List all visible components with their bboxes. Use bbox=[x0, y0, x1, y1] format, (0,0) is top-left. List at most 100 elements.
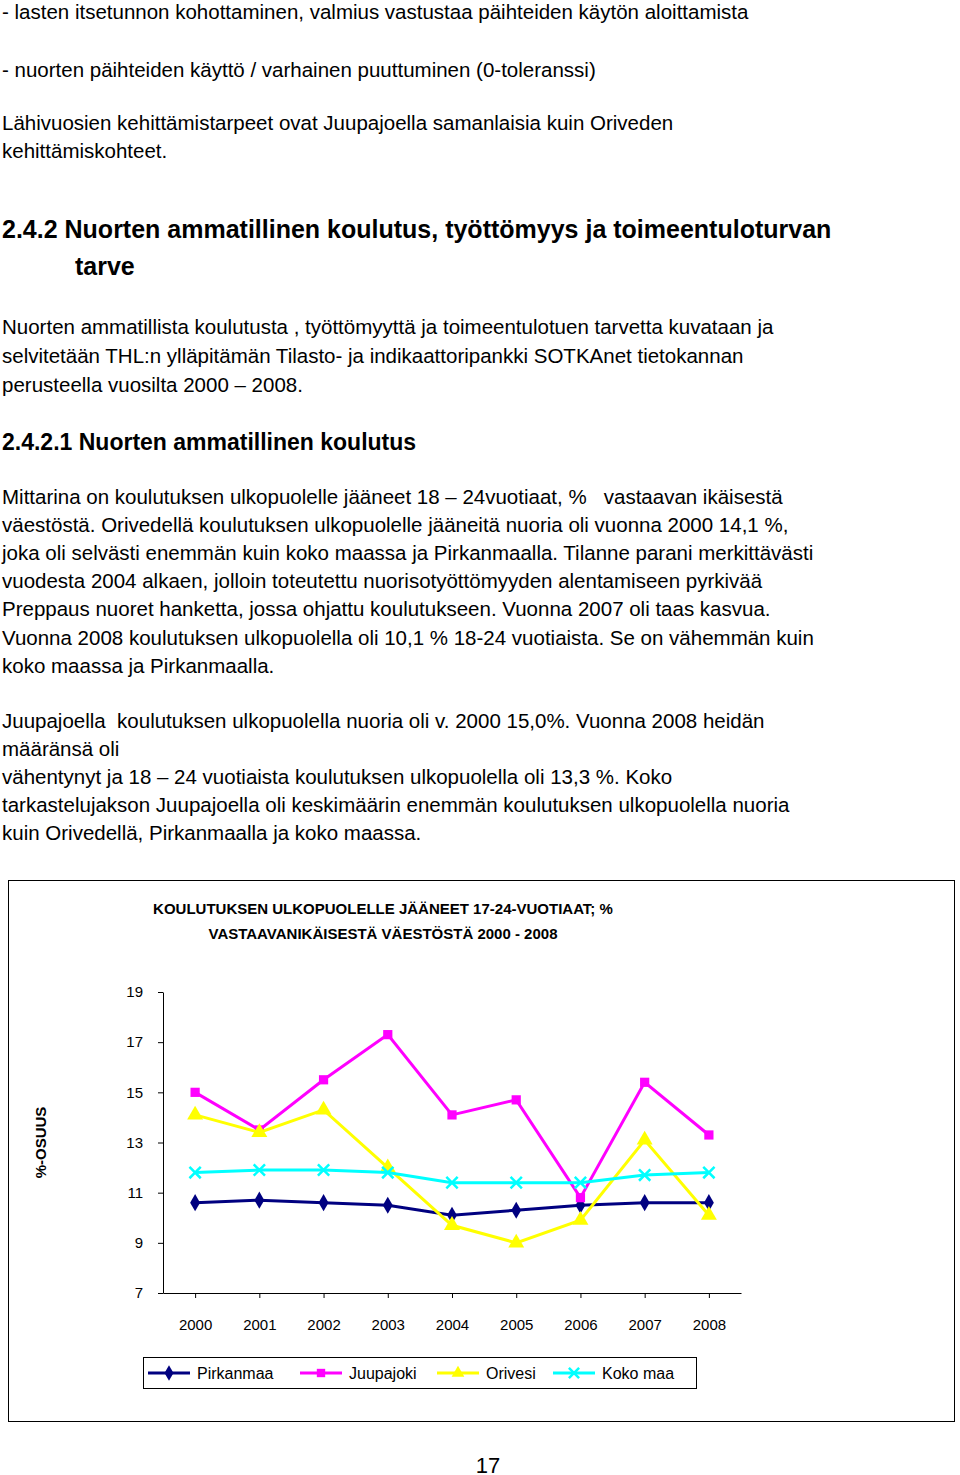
paragraph-line: selvitetään THL:n ylläpitämän Tilasto- j… bbox=[2, 344, 743, 367]
x-tick-label: 2007 bbox=[628, 1316, 661, 1333]
legend-marker bbox=[165, 1365, 174, 1381]
point-marker bbox=[511, 1202, 521, 1219]
x-tick: 2002 bbox=[307, 1293, 340, 1333]
y-tick-mark bbox=[158, 1243, 163, 1244]
page-number: 17 bbox=[476, 1453, 500, 1475]
x-tick: 2000 bbox=[179, 1293, 212, 1333]
point-marker bbox=[190, 1194, 200, 1211]
chart-frame bbox=[9, 881, 955, 1422]
series-line bbox=[195, 1110, 709, 1243]
point-marker bbox=[251, 1123, 267, 1137]
x-tick: 2005 bbox=[500, 1293, 533, 1333]
paragraph-line: Nuorten ammatillista koulutusta , työttö… bbox=[2, 315, 774, 338]
paragraph-line: tarkastelujakson Juupajoella oli keskimä… bbox=[2, 793, 790, 816]
series-line bbox=[195, 1170, 709, 1183]
heading: tarve bbox=[75, 252, 135, 280]
point-marker bbox=[639, 1169, 650, 1180]
legend-label: Pirkanmaa bbox=[197, 1365, 274, 1382]
paragraph-line: kehittämiskohteet. bbox=[2, 139, 167, 162]
point-marker bbox=[446, 1177, 457, 1188]
legend-label: Orivesi bbox=[486, 1365, 536, 1382]
y-tick: 13 bbox=[126, 1134, 163, 1151]
point-marker bbox=[318, 1164, 329, 1175]
y-axis-line bbox=[163, 993, 164, 1294]
y-tick-mark bbox=[158, 992, 163, 993]
y-tick-label: 17 bbox=[126, 1033, 143, 1050]
point-marker bbox=[575, 1177, 586, 1188]
document: - lasten itsetunnon kohottaminen, valmiu… bbox=[1, 0, 831, 1475]
y-tick-mark bbox=[158, 1293, 163, 1294]
point-marker bbox=[444, 1216, 460, 1230]
subheading: 2.4.2.1 Nuorten ammatillinen koulutus bbox=[2, 429, 416, 455]
series-line bbox=[195, 1035, 709, 1198]
x-tick-mark bbox=[324, 1293, 325, 1298]
point-marker bbox=[447, 1110, 456, 1119]
x-tick: 2003 bbox=[372, 1293, 405, 1333]
x-tick-label: 2001 bbox=[243, 1316, 276, 1333]
x-axis: 2000 2001 2002 2003 2004 2005 2006 2007 2008 bbox=[164, 1293, 742, 1333]
point-marker bbox=[703, 1167, 714, 1178]
y-tick: 15 bbox=[126, 1084, 163, 1101]
x-tick-mark bbox=[388, 1293, 389, 1298]
point-marker bbox=[383, 1197, 393, 1214]
x-tick: 2007 bbox=[628, 1293, 661, 1333]
point-marker bbox=[319, 1075, 328, 1084]
x-tick: 2008 bbox=[693, 1293, 726, 1333]
y-tick-label: 11 bbox=[127, 1184, 143, 1201]
point-marker bbox=[701, 1206, 717, 1220]
paragraph-line: vähentynyt ja 18 – 24 vuotiaista koulutu… bbox=[2, 765, 672, 788]
point-marker bbox=[637, 1131, 653, 1145]
point-marker bbox=[319, 1194, 329, 1211]
y-tick-label: 19 bbox=[126, 983, 143, 1000]
legend-marker bbox=[569, 1368, 579, 1378]
y-tick-mark bbox=[158, 1042, 163, 1043]
x-tick-label: 2003 bbox=[372, 1316, 405, 1333]
point-marker bbox=[254, 1164, 265, 1175]
y-tick-label: 13 bbox=[126, 1134, 143, 1151]
axis-title: %-OSUUS bbox=[32, 1107, 49, 1179]
heading: 2.4.2 Nuorten ammatillinen koulutus, työ… bbox=[2, 215, 831, 243]
point-marker bbox=[380, 1158, 396, 1172]
point-marker bbox=[704, 1130, 713, 1139]
page: - lasten itsetunnon kohottaminen, valmiu… bbox=[0, 0, 960, 1475]
y-tick: 9 bbox=[135, 1234, 163, 1251]
paragraph-line: väestöstä. Orivedellä koulutuksen ulkopu… bbox=[2, 513, 788, 536]
paragraph-line: Lähivuosien kehittämistarpeet ovat Juupa… bbox=[2, 111, 673, 134]
x-tick-mark bbox=[709, 1293, 710, 1298]
point-marker bbox=[576, 1193, 585, 1202]
paragraph-line: joka oli selvästi enemmän kuin koko maas… bbox=[1, 541, 813, 564]
x-tick-label: 2004 bbox=[436, 1316, 469, 1333]
x-tick-mark bbox=[452, 1293, 453, 1298]
x-tick-mark bbox=[195, 1293, 196, 1298]
legend-label: Koko maa bbox=[602, 1365, 674, 1382]
y-axis: 7 9 11 13 15 17 19 bbox=[126, 983, 163, 1301]
plot-area bbox=[187, 1030, 717, 1247]
paragraph-line: Preppaus nuoret hanketta, jossa ohjattu … bbox=[2, 597, 771, 620]
x-tick-label: 2006 bbox=[564, 1316, 597, 1333]
x-tick-label: 2005 bbox=[500, 1316, 533, 1333]
paragraph-line: määränsä oli bbox=[2, 737, 119, 760]
x-tick-mark bbox=[645, 1293, 646, 1298]
point-marker bbox=[512, 1095, 521, 1104]
y-tick: 11 bbox=[127, 1184, 163, 1201]
chart: KOULUTUKSEN ULKOPUOLELLE JÄÄNEET 17-24-V… bbox=[9, 881, 955, 1422]
point-marker bbox=[508, 1234, 524, 1248]
legend-label: Juupajoki bbox=[349, 1365, 417, 1382]
y-tick-label: 7 bbox=[135, 1284, 143, 1301]
x-tick-label: 2002 bbox=[307, 1316, 340, 1333]
paragraph-line: perusteella vuosilta 2000 – 2008. bbox=[2, 373, 303, 396]
x-tick-mark bbox=[580, 1293, 581, 1298]
y-tick-mark bbox=[158, 1143, 163, 1144]
point-marker bbox=[572, 1211, 588, 1225]
x-tick-label: 2008 bbox=[693, 1316, 726, 1333]
point-marker bbox=[382, 1167, 393, 1178]
x-tick: 2001 bbox=[243, 1293, 276, 1333]
point-marker bbox=[640, 1194, 650, 1211]
paragraph-line: koko maassa ja Pirkanmaalla. bbox=[2, 654, 274, 677]
y-tick: 7 bbox=[135, 1284, 163, 1301]
point-marker bbox=[316, 1101, 332, 1115]
y-tick-mark bbox=[158, 1092, 163, 1093]
paragraph-line: Mittarina on koulutuksen ulkopuolelle jä… bbox=[2, 485, 783, 508]
bullet: - lasten itsetunnon kohottaminen, valmiu… bbox=[2, 0, 749, 23]
point-marker bbox=[383, 1030, 392, 1039]
